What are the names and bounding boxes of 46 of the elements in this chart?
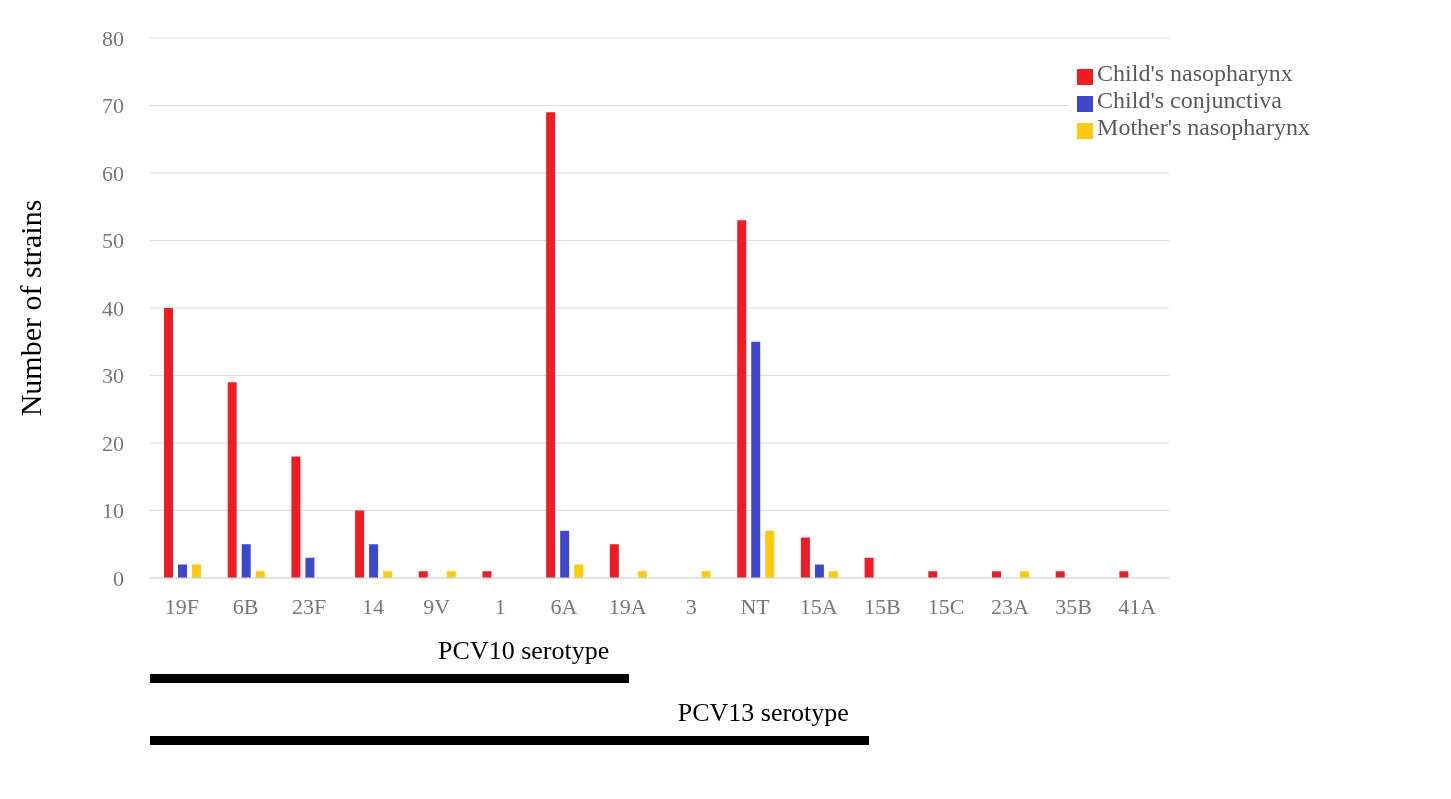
x-tick-label: 1 (494, 593, 506, 619)
bar (751, 341, 761, 578)
bar (609, 544, 619, 578)
bar (305, 557, 315, 578)
bar (241, 544, 251, 578)
bar (765, 530, 775, 578)
bar (369, 544, 379, 578)
x-tick-label: 41A (1118, 593, 1157, 619)
y-tick-label: 70 (102, 93, 124, 119)
text: PCV13 serotype (676, 698, 850, 728)
bar (546, 112, 556, 578)
legend-label: Mother's nasopharynx (1097, 114, 1310, 140)
y-tick-label: 80 (102, 25, 124, 51)
bar (355, 510, 365, 578)
text: PCV10 serotype (437, 636, 611, 666)
bar (291, 456, 301, 578)
bar (800, 537, 810, 578)
x-tick-label: 15C (927, 593, 965, 619)
x-tick-label: 15B (864, 593, 901, 619)
legend-label: Child's nasopharynx (1097, 60, 1293, 86)
y-tick-label: 60 (102, 160, 124, 186)
y-tick-label: 0 (113, 565, 124, 591)
x-tick-label: 6A (550, 593, 578, 619)
bar (164, 308, 174, 578)
y-axis-title: Number of strains (13, 199, 47, 417)
x-tick-label: 9V (423, 593, 451, 619)
x-tick-label: 19F (164, 593, 199, 619)
y-tick-label: 20 (102, 430, 124, 456)
x-tick-label: 15A (799, 593, 838, 619)
bar (864, 557, 874, 578)
y-tick-label: 30 (102, 363, 124, 389)
x-tick-label: 6B (232, 593, 259, 619)
bar (560, 530, 570, 578)
x-tick-label: 3 (685, 593, 697, 619)
x-tick-label: 14 (361, 593, 384, 619)
x-tick-label: 23A (990, 593, 1029, 619)
legend-label: Child's conjunctiva (1097, 87, 1283, 113)
bar (737, 220, 747, 578)
y-tick-label: 10 (102, 498, 124, 524)
y-tick-label: 40 (102, 295, 124, 321)
x-tick-label: NT (740, 593, 771, 619)
bar (227, 382, 237, 578)
y-tick-label: 50 (102, 228, 124, 254)
x-tick-label: 19A (608, 593, 647, 619)
x-tick-label: 23F (292, 593, 327, 619)
x-tick-label: 35B (1055, 593, 1092, 619)
